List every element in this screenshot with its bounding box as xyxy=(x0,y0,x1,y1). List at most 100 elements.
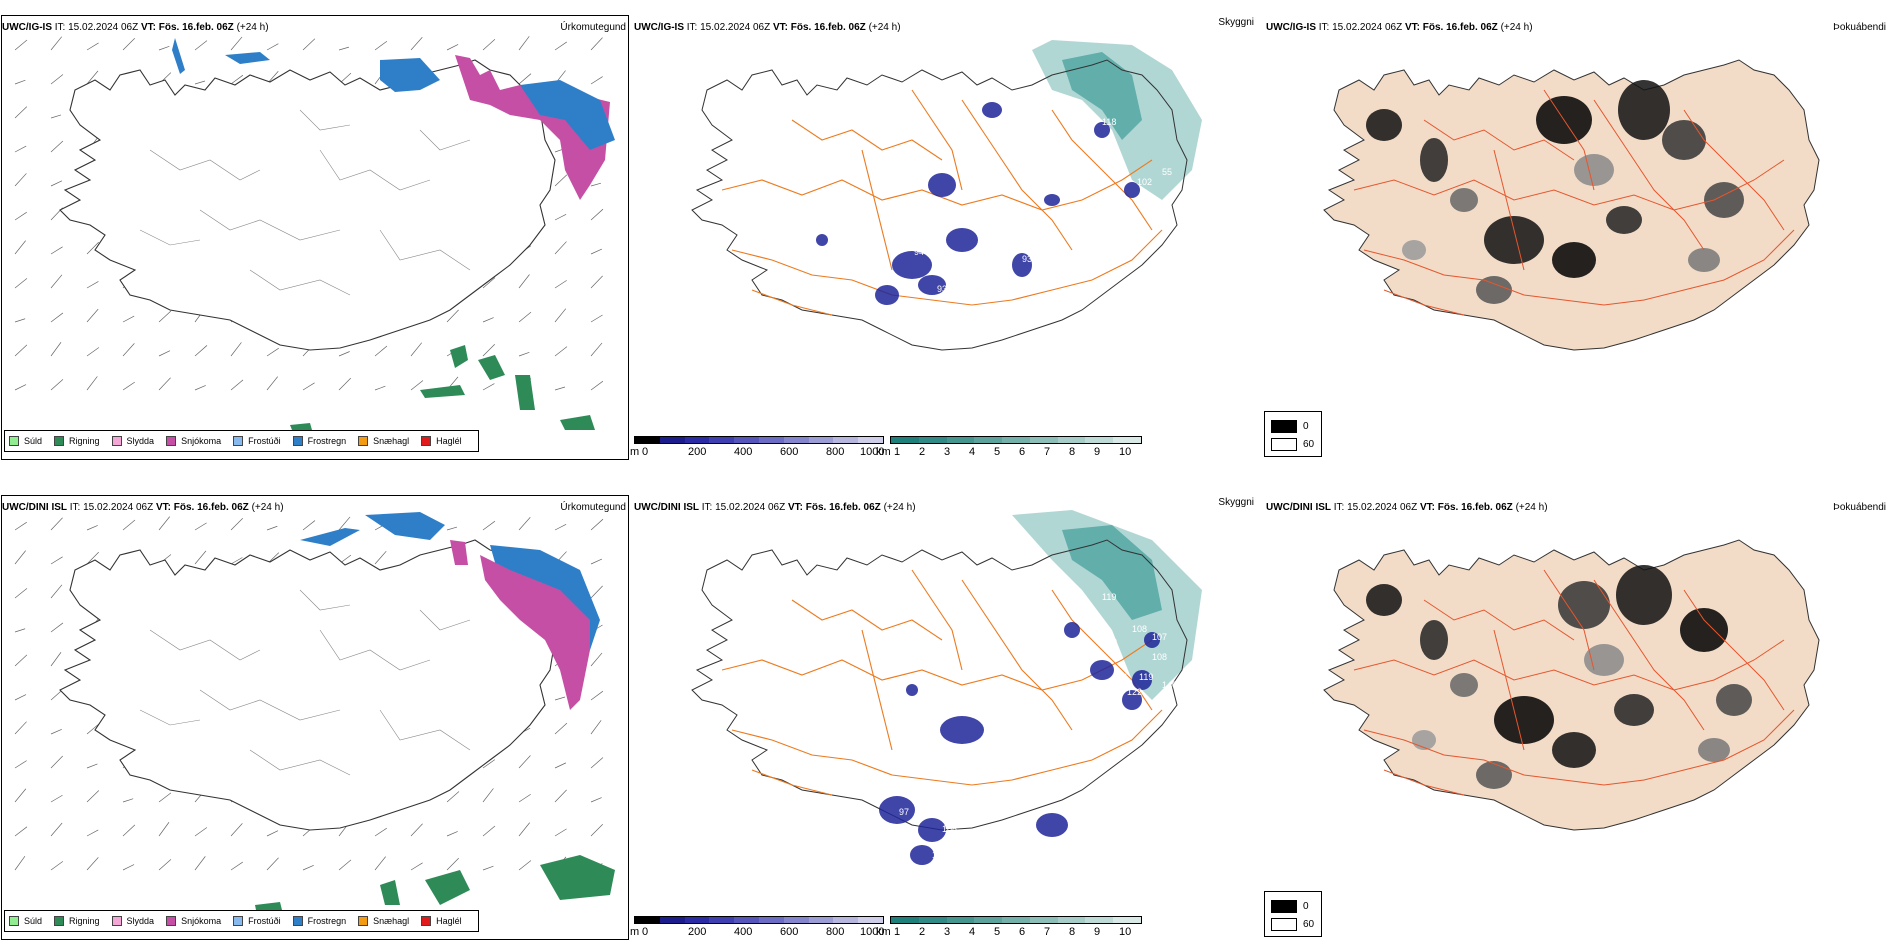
teal-fog-core xyxy=(1062,52,1142,140)
wind-barb xyxy=(14,628,26,633)
wind-barb xyxy=(518,36,530,51)
wind-barb xyxy=(590,248,603,255)
fog-legend-light-label: 60 xyxy=(1303,919,1315,930)
wind-barb xyxy=(14,788,27,803)
colorbar-segment xyxy=(758,437,784,443)
lead-time: (+24 h) xyxy=(1500,22,1533,33)
legend-item-drizzle: Súld xyxy=(9,916,42,926)
visibility-value-label: 102 xyxy=(1137,177,1152,187)
wind-barb xyxy=(482,759,496,769)
legend-item-freezing-drizzle: Frostúði xyxy=(233,436,281,446)
model-name: UWC/IG-IS xyxy=(2,22,52,33)
colorbar-segment xyxy=(808,437,834,443)
precip-map xyxy=(14,512,615,910)
wind-barb xyxy=(410,823,423,837)
wind-barb xyxy=(590,314,603,323)
fog-legend: 0 60 xyxy=(1264,891,1322,937)
legend-label: Rigning xyxy=(69,436,100,446)
wind-barb xyxy=(50,379,64,391)
wind-barb xyxy=(482,825,496,837)
wind-barb xyxy=(518,793,531,803)
legend-swatch xyxy=(421,436,432,446)
legend-item-freezing-rain: Frostregn xyxy=(292,916,346,926)
fog-blob xyxy=(1484,216,1544,264)
vt-value: Fös. 16.feb. 06Z xyxy=(790,22,866,33)
colorbar-tick-label: 800 xyxy=(826,926,845,938)
visibility-labels: 119 108 150 107 119 122 108 140 122 97 108 15 100 10 xyxy=(899,592,1177,904)
vt-label: VT: xyxy=(1419,502,1435,513)
wind-barb xyxy=(374,827,387,837)
wind-barb xyxy=(50,342,62,357)
legend-label: Frostúði xyxy=(248,436,281,446)
legend-label: Haglél xyxy=(436,916,462,926)
wind-barb xyxy=(86,723,100,735)
legend-item-snow-pellets: Snæhagl xyxy=(358,436,409,446)
colorbar-segment xyxy=(659,917,685,923)
wind-barb xyxy=(50,36,63,51)
road-network xyxy=(721,569,1163,796)
colorbar-segment xyxy=(659,437,685,443)
wind-barb xyxy=(14,826,28,837)
colorbar-tick-label: 6 xyxy=(1019,446,1026,458)
wind-barb xyxy=(122,37,136,51)
wind-barb xyxy=(590,652,603,667)
precip-type-panel-top: UWC/IG-IS IT: 15.02.2024 06Z VT: Fös. 16… xyxy=(0,0,632,468)
legend-label: Slydda xyxy=(126,916,155,926)
wind-barb xyxy=(518,822,530,837)
visibility-value-label: 108 xyxy=(1132,624,1147,634)
wind-barb xyxy=(590,182,602,187)
colorbar-tick-label: 10 xyxy=(1119,926,1132,938)
fog-legend-dark-swatch xyxy=(1271,900,1297,913)
wind-barb xyxy=(158,822,170,837)
wind-barb xyxy=(338,859,352,871)
wind-barb xyxy=(158,377,171,391)
fog-blob xyxy=(1420,138,1448,182)
lead-time: (+24 h) xyxy=(236,22,269,33)
wind-barb xyxy=(482,383,495,391)
visibility-value-label: 119 xyxy=(1102,592,1116,602)
visibility-value-label: 97 xyxy=(899,807,909,817)
it-label: IT: xyxy=(1318,22,1330,33)
wind-barb xyxy=(86,308,99,323)
wind-barb xyxy=(482,38,496,51)
km-colorbar xyxy=(890,436,1142,444)
wind-barb xyxy=(518,311,532,323)
iceland-landmass xyxy=(1323,539,1820,831)
colorbar-segment xyxy=(918,917,947,923)
wind-barb xyxy=(158,310,172,323)
wind-barb xyxy=(86,551,99,565)
wind-barb xyxy=(590,690,604,701)
low-visibility-blob xyxy=(875,285,899,305)
wind-barb xyxy=(446,44,459,51)
colorbar-segment xyxy=(1113,917,1142,923)
wind-barb xyxy=(554,41,567,51)
it-label: IT: xyxy=(69,502,81,513)
colorbar-segment xyxy=(808,917,834,923)
fog-blob xyxy=(1584,644,1624,676)
rain-area xyxy=(290,345,595,430)
wind-barb xyxy=(50,584,63,599)
wind-barb xyxy=(50,822,63,837)
low-visibility-blob xyxy=(879,796,915,824)
legend-swatch xyxy=(111,436,122,446)
km-colorbar xyxy=(890,916,1142,924)
wind-barb xyxy=(122,864,135,871)
low-visibility-blob xyxy=(1012,253,1032,277)
fog-blob xyxy=(1574,154,1614,186)
visibility-value-label: 116 xyxy=(962,167,976,177)
wind-barb xyxy=(590,208,604,221)
visibility-value-label: 140 xyxy=(1162,680,1177,690)
colorbar-tick-label: 2 xyxy=(919,926,926,938)
fog-map xyxy=(1323,539,1820,831)
wind-barb xyxy=(122,343,135,357)
legend-label: Frostregn xyxy=(307,436,347,446)
wind-barb xyxy=(518,517,531,531)
fog-legend-dark-label: 0 xyxy=(1303,901,1309,912)
colorbar-tick-label: 8 xyxy=(1069,446,1076,458)
visibility-value-label: 10 xyxy=(932,894,942,904)
wind-barb xyxy=(554,789,567,803)
panel-header: UWC/IG-IS IT: 15.02.2024 06Z VT: Fös. 16… xyxy=(634,22,901,33)
colorbar-segment xyxy=(1002,917,1030,923)
wind-barb xyxy=(590,380,604,391)
legend-item-sleet: Slydda xyxy=(111,916,155,926)
